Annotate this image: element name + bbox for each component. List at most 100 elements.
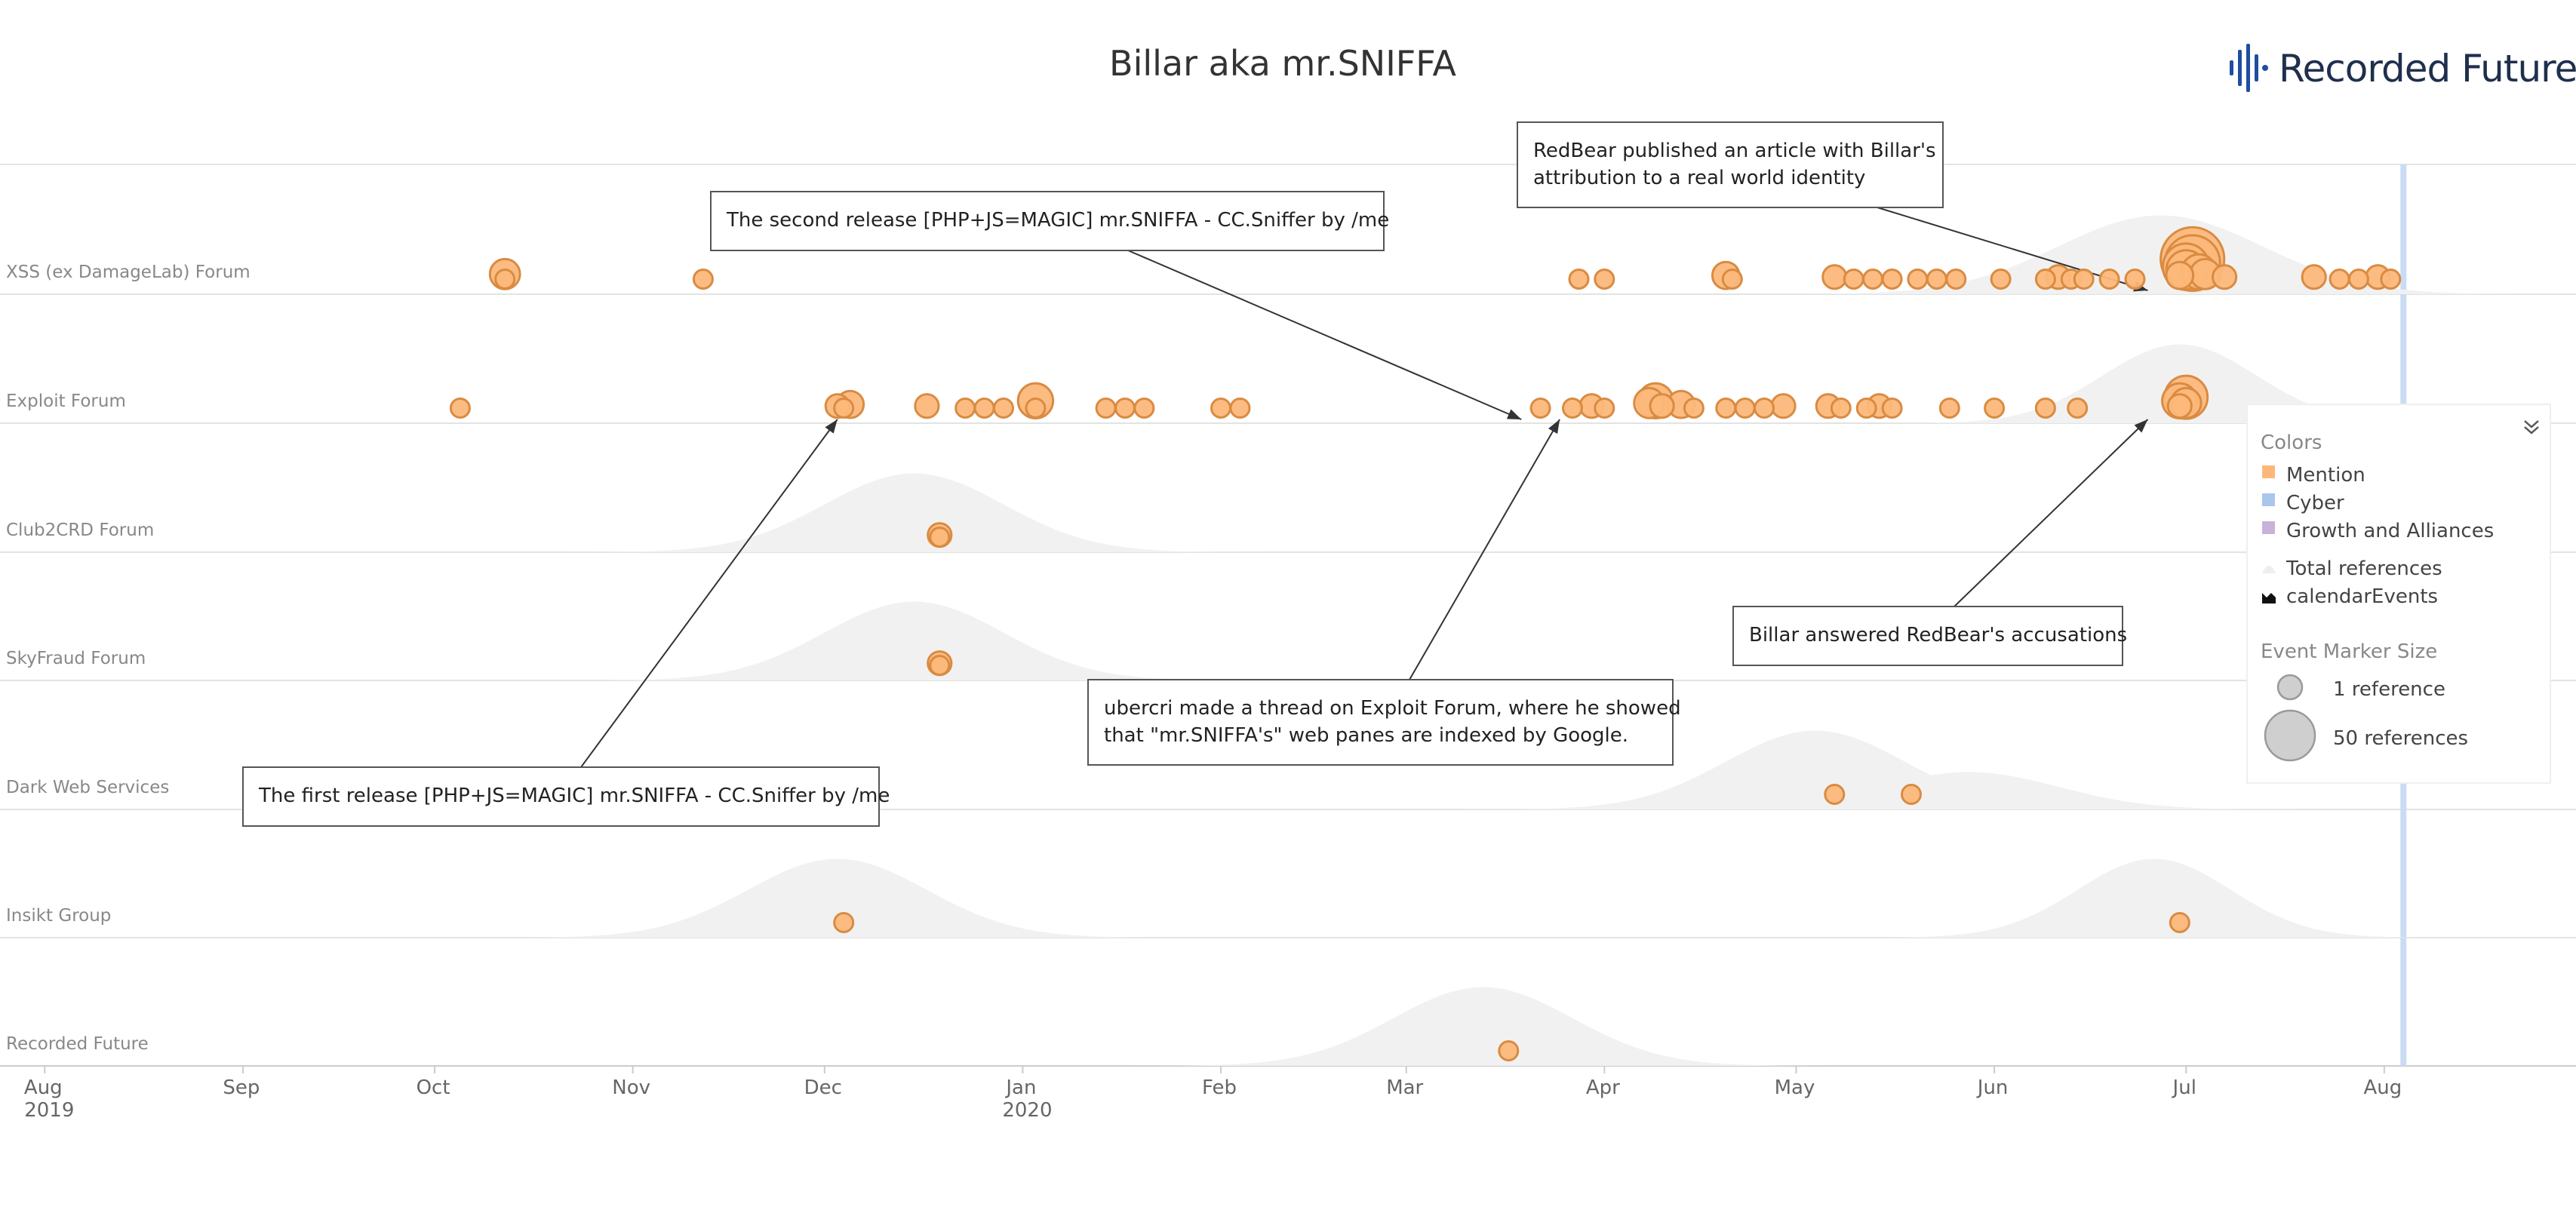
- event-marker[interactable]: [1881, 269, 1903, 290]
- event-marker[interactable]: [2067, 398, 2089, 419]
- event-marker[interactable]: [1901, 784, 1922, 805]
- event-marker[interactable]: [2098, 269, 2120, 290]
- event-marker[interactable]: [692, 269, 714, 290]
- event-marker[interactable]: [494, 269, 516, 290]
- event-marker[interactable]: [2169, 912, 2190, 933]
- event-marker[interactable]: [1938, 398, 1960, 419]
- tick-label: Nov: [612, 1076, 650, 1099]
- area-icon: [2262, 566, 2276, 573]
- event-marker[interactable]: [1229, 398, 1251, 419]
- arrowhead-icon: [2134, 419, 2148, 433]
- event-marker[interactable]: [833, 912, 855, 933]
- event-marker[interactable]: [993, 398, 1014, 419]
- event-marker[interactable]: [1594, 269, 1615, 290]
- event-marker[interactable]: [1734, 398, 1756, 419]
- event-marker[interactable]: [1770, 393, 1797, 419]
- event-marker[interactable]: [833, 398, 855, 419]
- event-marker[interactable]: [1990, 269, 2012, 290]
- tick-label: Jan: [1004, 1076, 1036, 1099]
- chart-title: Billar aka mr.SNIFFA: [1109, 43, 1456, 84]
- legend-colors-heading: Colors: [2261, 431, 2322, 454]
- tick-label: Aug: [24, 1076, 63, 1099]
- annotation-arrow: [1127, 250, 1522, 420]
- event-marker[interactable]: [2034, 269, 2056, 290]
- legend-item-calendar-events[interactable]: calendarEvents: [2262, 585, 2438, 608]
- event-markers: [449, 226, 2402, 1061]
- event-marker[interactable]: [1721, 269, 1743, 290]
- event-marker[interactable]: [929, 527, 951, 548]
- event-marker[interactable]: [1881, 398, 1903, 419]
- annotation-text: RedBear published an article with Billar…: [1533, 140, 1936, 162]
- event-marker[interactable]: [1562, 398, 1583, 419]
- event-marker[interactable]: [1862, 269, 1884, 290]
- size-marker-large: [2264, 709, 2316, 762]
- legend-item-growth[interactable]: Growth and Alliances: [2262, 520, 2494, 542]
- legend-item-cyber[interactable]: Cyber: [2262, 492, 2344, 514]
- legend-item-mention[interactable]: Mention: [2262, 464, 2365, 487]
- event-marker[interactable]: [954, 398, 976, 419]
- event-marker[interactable]: [1594, 398, 1615, 419]
- event-marker[interactable]: [2165, 260, 2195, 290]
- event-marker[interactable]: [1683, 398, 1705, 419]
- event-marker[interactable]: [1715, 398, 1737, 419]
- event-marker[interactable]: [1926, 269, 1947, 290]
- legend-size-label-large: 50 references: [2333, 727, 2468, 750]
- event-marker[interactable]: [2380, 269, 2402, 290]
- event-marker[interactable]: [1843, 269, 1864, 290]
- legend-label: calendarEvents: [2286, 585, 2438, 608]
- legend-item-total-references[interactable]: Total references: [2262, 557, 2442, 580]
- event-marker[interactable]: [2166, 393, 2193, 419]
- event-marker[interactable]: [1821, 264, 1848, 290]
- event-marker[interactable]: [1984, 398, 2006, 419]
- density-area: [556, 473, 1272, 552]
- event-marker[interactable]: [1133, 398, 1155, 419]
- event-marker[interactable]: [2034, 398, 2056, 419]
- row-label-5: Insikt Group: [6, 906, 111, 926]
- annotation-text: Billar answered RedBear's accusations: [1749, 624, 2127, 646]
- density-area: [1125, 987, 1841, 1066]
- collapse-icon[interactable]: [2524, 420, 2539, 435]
- tick-label: Jun: [1976, 1076, 2009, 1099]
- annotation-box: [1517, 121, 1944, 208]
- legend-size-label-small: 1 reference: [2333, 678, 2445, 701]
- event-marker[interactable]: [2124, 269, 2146, 290]
- annotation-box: [1087, 679, 1674, 766]
- event-marker[interactable]: [1830, 398, 1852, 419]
- event-marker[interactable]: [1568, 269, 1590, 290]
- event-marker[interactable]: [1824, 784, 1846, 805]
- event-marker[interactable]: [2212, 264, 2238, 290]
- recorded-future-logo: Recorded Future: [2230, 44, 2576, 92]
- density-area: [1610, 772, 2327, 809]
- size-marker-small: [2276, 674, 2304, 701]
- event-marker[interactable]: [2301, 264, 2327, 290]
- event-marker[interactable]: [929, 655, 951, 676]
- event-marker[interactable]: [1210, 398, 1231, 419]
- event-marker[interactable]: [1025, 398, 1047, 419]
- event-marker[interactable]: [1498, 1040, 1520, 1061]
- tick-label: Feb: [1202, 1076, 1237, 1099]
- legend-label: Growth and Alliances: [2286, 520, 2494, 542]
- event-marker[interactable]: [1907, 269, 1929, 290]
- annotation-box: [242, 766, 880, 827]
- event-marker[interactable]: [2073, 269, 2095, 290]
- tick-label: Jul: [2172, 1076, 2196, 1099]
- event-marker[interactable]: [1945, 269, 1967, 290]
- event-marker[interactable]: [973, 398, 995, 419]
- event-marker[interactable]: [1855, 398, 1877, 419]
- event-marker[interactable]: [2329, 269, 2350, 290]
- event-marker[interactable]: [1754, 398, 1775, 419]
- event-marker[interactable]: [2348, 269, 2369, 290]
- row-label-2: Club2CRD Forum: [6, 521, 154, 540]
- event-marker[interactable]: [1529, 398, 1551, 419]
- legend-swatch: [2262, 493, 2275, 506]
- annotation-arrow: [580, 419, 838, 768]
- event-marker[interactable]: [449, 398, 471, 419]
- event-marker[interactable]: [1095, 398, 1117, 419]
- event-marker[interactable]: [1114, 398, 1136, 419]
- annotation-box: [1732, 606, 2123, 666]
- logo-mark-icon: [2230, 44, 2268, 92]
- event-marker[interactable]: [914, 393, 940, 419]
- event-marker[interactable]: [1649, 393, 1675, 419]
